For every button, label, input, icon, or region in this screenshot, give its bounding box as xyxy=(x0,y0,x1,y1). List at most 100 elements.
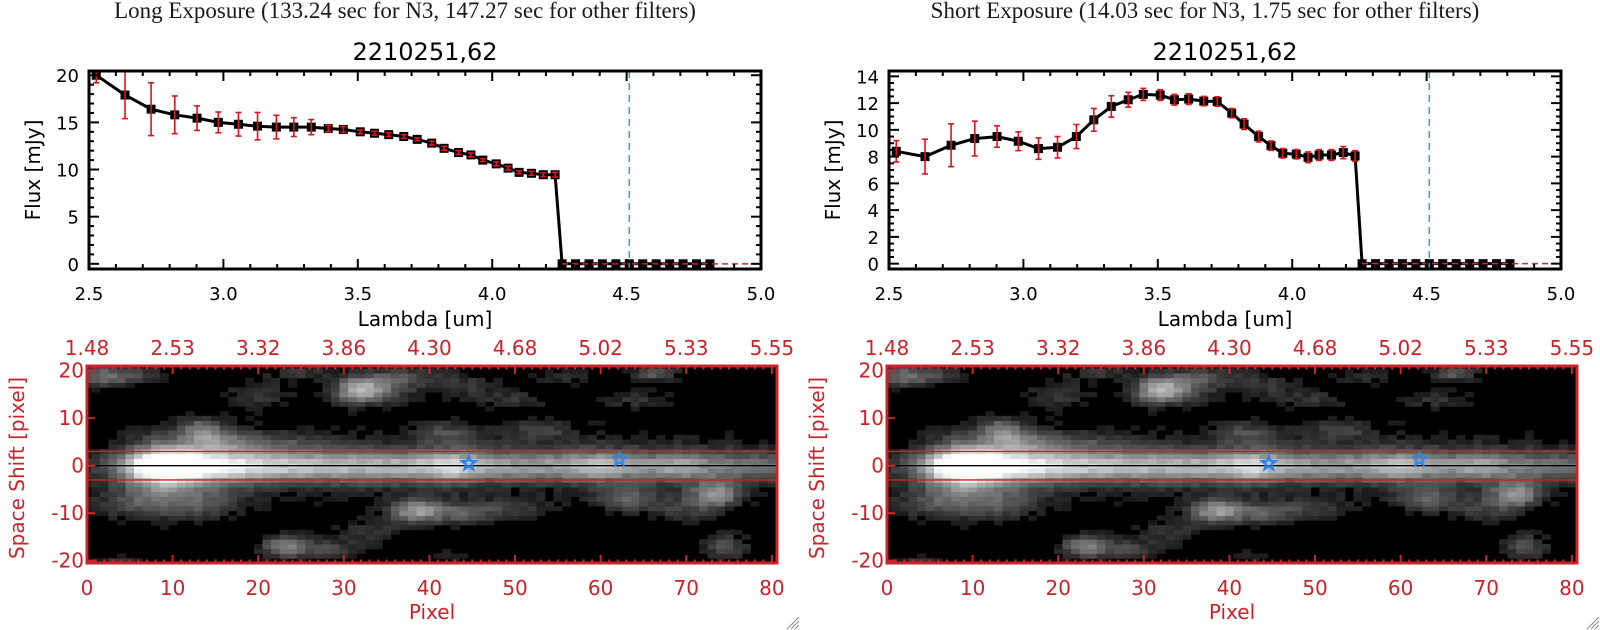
image-cell xyxy=(476,392,486,398)
image-cell xyxy=(562,472,572,478)
image-cell xyxy=(976,501,986,507)
image-cell xyxy=(1096,468,1106,474)
image-cell xyxy=(1345,420,1354,426)
image-cell xyxy=(1370,434,1380,440)
image-cell xyxy=(279,487,289,493)
image-cell xyxy=(416,392,426,398)
image-cell xyxy=(908,496,918,502)
image-cell xyxy=(1122,382,1132,388)
image-cell xyxy=(1422,491,1432,497)
image-cell xyxy=(365,377,375,384)
image-cell xyxy=(108,491,118,497)
image-cell xyxy=(1233,420,1243,426)
image-cell xyxy=(296,491,306,497)
image-cell xyxy=(934,458,944,464)
image-cell xyxy=(459,434,469,440)
image-cell xyxy=(502,501,512,507)
image-cell xyxy=(1173,472,1183,478)
image-cell xyxy=(699,496,709,502)
image-cell xyxy=(1011,501,1021,507)
image-cell xyxy=(1422,506,1432,512)
image-cell xyxy=(1336,430,1346,436)
image-cell xyxy=(976,510,986,516)
image-cell xyxy=(1293,491,1303,497)
image-cell xyxy=(1216,387,1226,393)
resize-grip[interactable] xyxy=(786,616,800,630)
image-cell xyxy=(699,491,709,497)
image-cell xyxy=(134,425,144,431)
x-tick-label: 4.0 xyxy=(1278,284,1307,305)
x-tick-label: 70 xyxy=(674,576,699,600)
image-cell xyxy=(1053,472,1063,478)
image-cell xyxy=(716,439,726,445)
image-cell xyxy=(125,377,135,384)
image-cell xyxy=(382,382,392,388)
image-cell xyxy=(1524,506,1534,512)
image-cell xyxy=(1267,506,1277,512)
image-cell xyxy=(942,368,952,374)
image-cell xyxy=(994,444,1003,450)
image-cell xyxy=(1336,472,1346,478)
image-cell xyxy=(1130,544,1140,550)
image-cell xyxy=(968,434,978,440)
image-cell xyxy=(365,444,375,450)
image-cell xyxy=(510,501,520,507)
image-cell xyxy=(399,458,409,464)
image-cell xyxy=(108,368,118,374)
image-cell xyxy=(502,401,512,407)
image-cell xyxy=(1156,373,1166,379)
image-cell xyxy=(613,434,623,440)
image-cell xyxy=(604,468,614,474)
image-cell xyxy=(450,453,460,459)
image-cell xyxy=(408,501,417,507)
image-cell xyxy=(322,382,332,388)
image-cell xyxy=(330,472,340,478)
image-cell xyxy=(1302,487,1312,493)
image-cell xyxy=(1028,444,1038,450)
image-cell xyxy=(1250,415,1260,421)
image-cell xyxy=(1516,472,1526,478)
image-cell xyxy=(1002,439,1012,445)
image-cell xyxy=(716,529,726,535)
image-cell xyxy=(1071,458,1081,464)
image-cell xyxy=(596,396,606,403)
image-cell xyxy=(433,468,443,474)
resize-grip[interactable] xyxy=(1586,616,1600,630)
image-cell xyxy=(596,501,606,507)
image-cell xyxy=(1148,529,1158,535)
image-cell xyxy=(322,472,332,478)
image-cell xyxy=(733,501,743,507)
image-cell xyxy=(1387,482,1397,488)
image-cell xyxy=(1439,368,1449,374)
image-cell xyxy=(604,482,614,488)
image-cell xyxy=(1122,439,1132,445)
image-cell xyxy=(733,468,743,474)
image-cell xyxy=(467,382,477,388)
image-cell xyxy=(951,487,961,493)
image-cell xyxy=(450,496,460,502)
image-cell xyxy=(985,506,995,512)
image-cell xyxy=(716,458,726,464)
image-cell xyxy=(1267,434,1277,440)
image-cell xyxy=(365,387,375,393)
image-cell xyxy=(1259,444,1269,450)
image-cell xyxy=(899,382,909,388)
image-cell xyxy=(125,506,135,512)
image-cell xyxy=(630,387,640,393)
image-cell xyxy=(433,420,443,426)
image-cell xyxy=(1036,396,1046,403)
image-cell xyxy=(450,392,460,398)
image-cell xyxy=(1456,453,1466,459)
image-cell xyxy=(1045,425,1055,431)
image-cell xyxy=(1130,382,1140,388)
image-cell xyxy=(194,506,203,512)
image-cell xyxy=(185,439,195,445)
image-cell xyxy=(485,515,495,521)
image-cell xyxy=(1345,506,1354,512)
image-cell xyxy=(365,539,375,545)
image-cell xyxy=(1336,420,1346,426)
image-cell xyxy=(1071,544,1081,550)
image-cell xyxy=(442,515,452,521)
image-cell xyxy=(151,430,161,436)
image-cell xyxy=(519,444,529,450)
